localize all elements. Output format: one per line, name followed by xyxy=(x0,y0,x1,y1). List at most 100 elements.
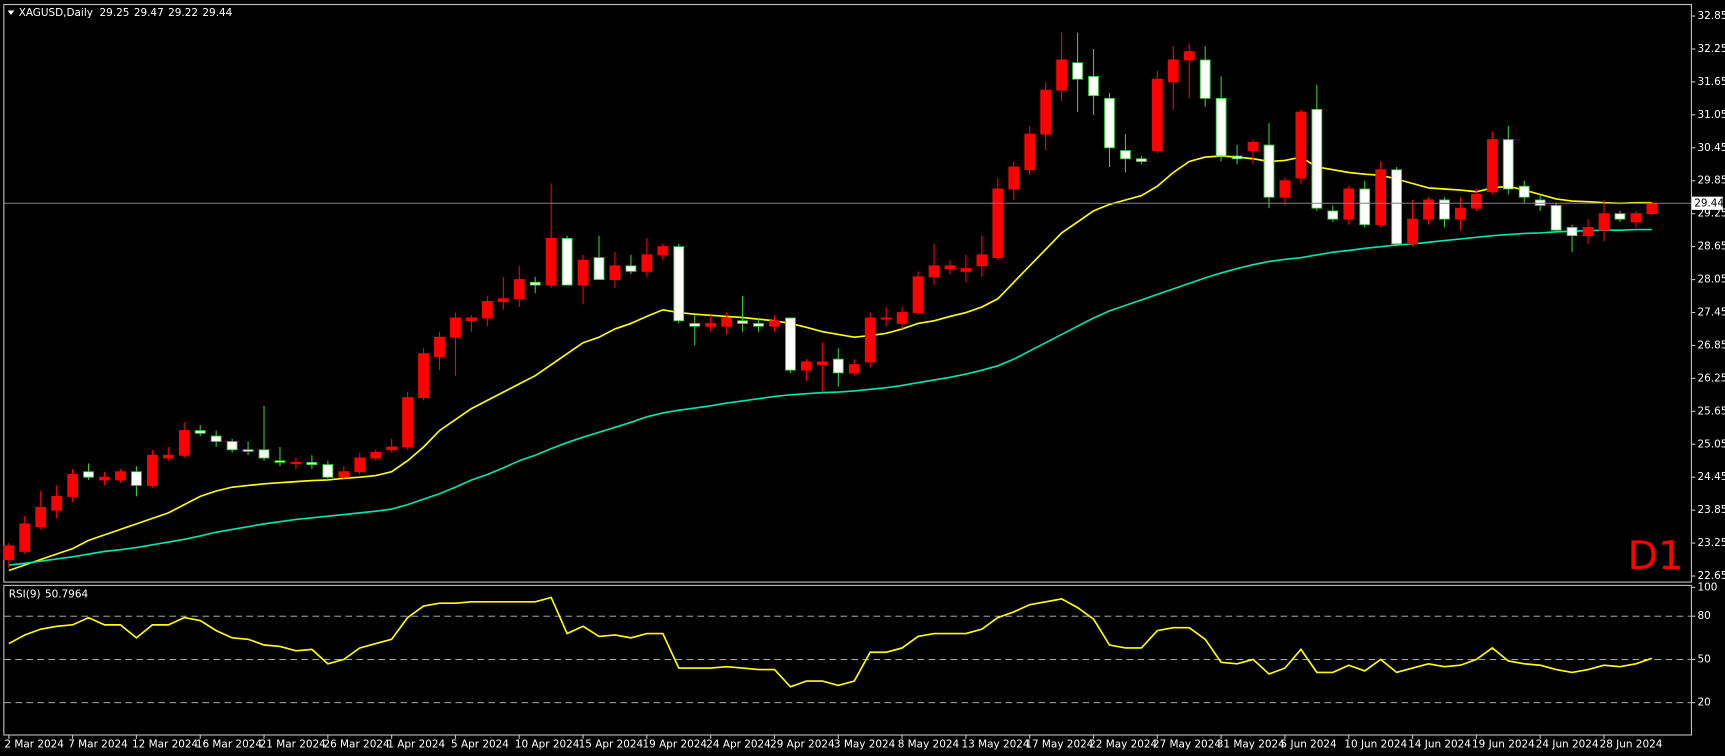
candle-body xyxy=(19,523,31,552)
candle-body xyxy=(83,471,94,478)
candle-body xyxy=(1024,133,1036,171)
candle-body xyxy=(1279,180,1291,198)
candle-body xyxy=(641,254,653,272)
current-price-box xyxy=(1691,196,1723,210)
y-tick-label: 32.25 xyxy=(1697,43,1725,55)
candle-body xyxy=(1135,158,1147,162)
x-tick-label: 29 Apr 2024 xyxy=(770,738,835,750)
candle-body xyxy=(673,246,685,322)
y-tick-label: 29.25 xyxy=(1697,208,1725,220)
rsi-line xyxy=(8,596,1653,688)
candle-body xyxy=(705,323,717,327)
y-tick-label: 23.85 xyxy=(1697,504,1725,516)
candle-body xyxy=(194,430,206,434)
candle-body xyxy=(1040,89,1052,135)
candle-body xyxy=(386,446,398,451)
candle-body xyxy=(689,323,701,327)
candle-body xyxy=(131,471,142,486)
candle-body xyxy=(481,301,493,319)
rsi-header: RSI(9) 50.7964 xyxy=(9,589,89,601)
x-tick-label: 2 Mar 2024 xyxy=(4,738,64,750)
candle-body xyxy=(625,265,637,272)
y-tick-label: 28.05 xyxy=(1697,274,1725,286)
candle-body xyxy=(162,454,174,459)
candle-body xyxy=(1407,218,1418,245)
candle-body xyxy=(1311,108,1323,209)
candle-body xyxy=(1646,202,1658,215)
candle-body xyxy=(721,317,733,327)
y-tick-label: 26.25 xyxy=(1697,372,1725,384)
candle-body xyxy=(1327,210,1339,220)
x-tick-label: 5 Jun 2024 xyxy=(1281,738,1338,750)
x-tick-label: 17 May 2024 xyxy=(1025,738,1093,750)
x-tick-label: 1 Apr 2024 xyxy=(387,738,445,750)
candle-body xyxy=(1231,155,1243,160)
x-tick-label: 7 Mar 2024 xyxy=(68,738,128,750)
candle-body xyxy=(753,323,764,327)
x-tick-label: 12 Mar 2024 xyxy=(132,738,199,750)
candle-body xyxy=(545,237,557,286)
candle-body xyxy=(1582,226,1594,237)
y-tick-label: 24.45 xyxy=(1697,471,1725,483)
candle-body xyxy=(912,276,924,313)
candle-body xyxy=(944,265,956,270)
y-tick-label: 23.25 xyxy=(1697,537,1725,549)
candle-body xyxy=(290,461,302,464)
candle-body xyxy=(609,265,621,281)
y-tick-label: 26.85 xyxy=(1697,339,1725,351)
y-tick-label: 31.05 xyxy=(1697,109,1725,121)
candle-body xyxy=(880,317,892,320)
candle-body xyxy=(306,461,318,466)
candle-body xyxy=(1088,75,1099,97)
x-tick-label: 5 Apr 2024 xyxy=(451,738,509,750)
candle-body xyxy=(450,317,461,338)
candle-body xyxy=(896,312,908,324)
timeframe-label: D1 xyxy=(1628,533,1684,579)
candle-body xyxy=(657,246,669,256)
y-tick-label: 20 xyxy=(1697,697,1710,709)
candle-body xyxy=(1183,51,1195,61)
candle-body xyxy=(1502,139,1514,190)
candle-body xyxy=(1614,213,1626,220)
main-frame xyxy=(3,3,1692,583)
candle-body xyxy=(322,464,334,478)
candle-body xyxy=(1151,78,1163,151)
menu-arrow[interactable] xyxy=(7,10,15,15)
candle-body xyxy=(338,471,350,478)
y-tick-label: 27.45 xyxy=(1697,307,1725,319)
candle-body xyxy=(1008,166,1020,190)
rsi-frame xyxy=(3,584,1692,736)
x-tick-label: 24 Apr 2024 xyxy=(706,738,771,750)
candle-body xyxy=(1455,207,1466,220)
candle-body xyxy=(960,268,972,272)
candle-body xyxy=(274,460,286,463)
x-tick-label: 27 May 2024 xyxy=(1153,738,1221,750)
candle-body xyxy=(1391,169,1403,245)
x-tick-label: 22 May 2024 xyxy=(1089,738,1157,750)
rsi-title: RSI(9) xyxy=(9,589,41,601)
y-tick-label: 80 xyxy=(1697,610,1710,622)
header-high: 29.47 xyxy=(134,7,164,19)
x-tick-label: 10 Apr 2024 xyxy=(515,738,580,750)
candle-body xyxy=(737,320,748,324)
candle-body xyxy=(992,188,1004,259)
candle-body xyxy=(1263,144,1275,198)
candle-body xyxy=(1104,97,1115,149)
header-close: 29.44 xyxy=(202,7,232,19)
x-tick-label: 8 May 2024 xyxy=(898,738,960,750)
y-tick-label: 25.65 xyxy=(1697,405,1725,417)
x-tick-label: 15 Apr 2024 xyxy=(579,738,644,750)
candle-body xyxy=(832,358,844,374)
y-tick-label: 100 xyxy=(1697,581,1717,593)
candle-body xyxy=(242,449,254,452)
y-tick-label: 28.65 xyxy=(1697,241,1725,253)
candle-body xyxy=(816,361,828,366)
x-tick-label: 21 Mar 2024 xyxy=(260,738,327,750)
candle-body xyxy=(1375,169,1387,226)
candle-body xyxy=(1470,194,1482,209)
y-tick-label: 50 xyxy=(1697,653,1710,665)
candle-body xyxy=(178,430,190,456)
candle-body xyxy=(848,364,860,374)
